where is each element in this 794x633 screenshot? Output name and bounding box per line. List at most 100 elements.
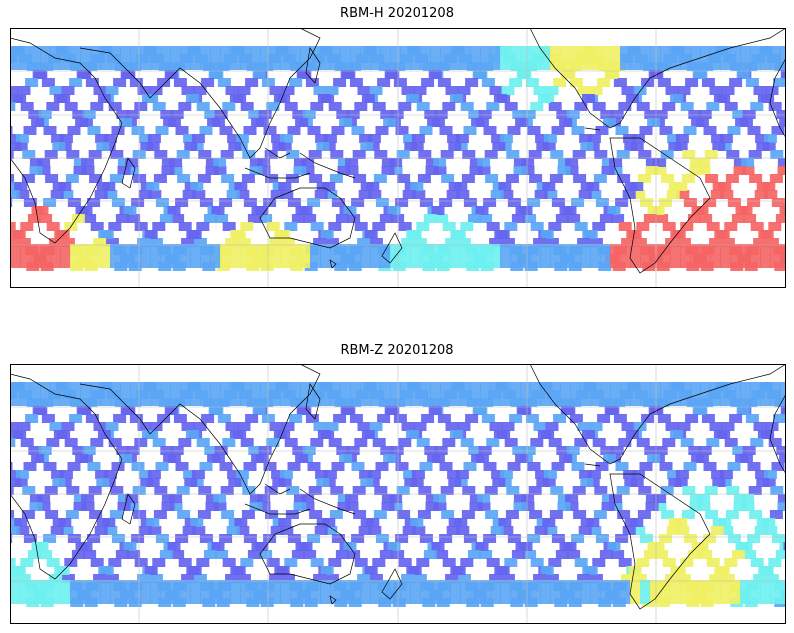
swath-segment [73,158,87,167]
swath-segment [643,214,657,223]
swath-segment [372,102,386,111]
swath-segment [441,510,455,519]
swath-segment [402,190,416,199]
swath-band-segment [240,382,251,406]
swath-segment [373,510,387,519]
swath-band-segment [280,46,291,70]
swath-segment [622,526,636,535]
swath-segment [764,190,778,199]
swath-segment [147,134,161,143]
coastline-path [79,28,321,159]
swath-segment [228,142,242,151]
swath-segment [351,534,365,543]
swath-segment [651,542,665,551]
swath-segment [234,518,248,527]
swath-segment [757,430,771,439]
swath-segment [360,142,374,151]
swath-segment [577,574,591,583]
swath-segment [52,478,66,487]
swath-segment [113,78,127,87]
swath-segment [577,238,591,247]
swath-segment [328,222,342,231]
swath-segment [139,134,153,143]
swath-band-segment [80,46,91,70]
swath-segment [721,574,735,583]
swath-segment [584,566,598,575]
swath-segment [328,558,342,567]
coastline-path [79,364,321,495]
swath-segment [560,70,574,79]
swath-band-segment [310,382,321,406]
coastline-path [264,147,291,159]
swath-segment [301,166,315,175]
swath-segment [185,430,199,439]
swath-segment [83,550,97,559]
swath-segment [726,486,740,495]
swath-segment [213,494,227,503]
swath-band-segment [490,46,501,70]
swath-band-segment [550,382,561,406]
swath-segment [41,414,55,423]
swath-segment [413,238,427,247]
swath-segment [322,518,336,527]
swath-segment [94,526,108,535]
swath-segment [433,502,447,511]
swath-segment [182,526,196,535]
swath-segment [325,238,339,247]
swath-segment [226,526,240,535]
swath-segment [379,550,393,559]
swath-segment [278,518,292,527]
swath-segment [601,166,615,175]
swath-band-segment [630,46,641,70]
swath-segment [90,438,104,447]
swath-segment [405,430,419,439]
swath-segment [184,142,198,151]
swath-segment [483,534,497,543]
swath-band-segment [740,46,751,70]
swath-segment [528,486,542,495]
swath-segment [293,502,307,511]
swath-segment [500,190,514,199]
swath-segment [705,510,719,519]
swath-segment [402,526,416,535]
swath-segment [237,422,251,431]
swath-segment [44,150,58,159]
swath-band-segment [710,580,721,604]
swath-segment [217,414,231,423]
swath-segment [553,414,567,423]
swath-segment [711,134,725,143]
swath-segment [37,166,51,175]
swath-band-segment [530,46,541,70]
swath-segment [765,574,779,583]
swath-segment [211,542,225,551]
swath-segment [545,86,559,95]
swath-band-segment [410,46,421,70]
swath-segment [284,438,298,447]
swath-band-segment [480,580,491,604]
swath-band-segment [700,244,711,268]
swath-segment [638,150,652,159]
swath-segment [586,182,600,191]
swath-segment [621,238,635,247]
swath-segment [535,470,549,479]
swath-segment [199,462,213,471]
swath-segment [662,102,676,111]
swath-segment [284,222,298,231]
swath-segment [688,446,702,455]
swath-segment [140,142,154,151]
swath-band-segment [480,382,491,406]
swath-segment [76,70,90,79]
swath-band-segment [760,244,771,268]
swath-segment [131,462,145,471]
swath-band-segment [190,382,201,406]
swath-segment [127,550,141,559]
swath-segment [401,238,415,247]
swath-segment [747,126,761,135]
swath-segment [765,86,779,95]
swath-band-segment [290,580,301,604]
swath-segment [281,86,295,95]
swath-band-segment [60,244,71,268]
swath-segment [35,206,49,215]
swath-segment [251,454,265,463]
swath-segment [279,470,293,479]
